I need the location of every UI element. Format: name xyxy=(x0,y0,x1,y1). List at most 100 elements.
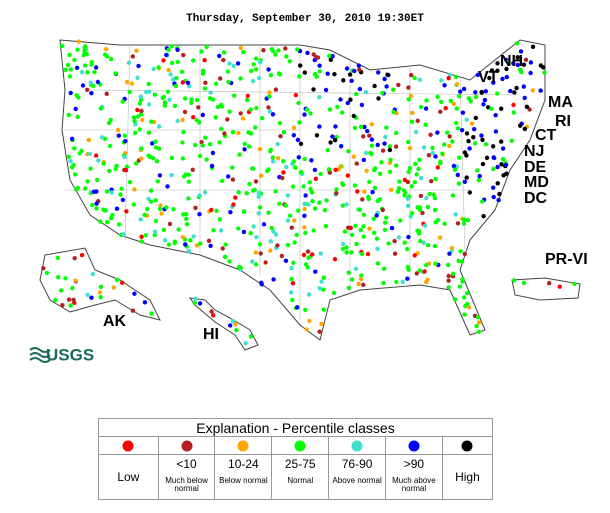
gage-dot xyxy=(522,95,527,101)
gage-dot xyxy=(344,250,349,255)
hawaii-outline xyxy=(188,297,259,351)
gage-dot xyxy=(344,202,349,207)
gage-dot xyxy=(417,268,422,273)
gage-dot xyxy=(266,67,271,72)
gage-dot xyxy=(83,186,88,191)
gage-dot xyxy=(133,161,139,166)
gage-dot xyxy=(241,49,246,55)
gage-dot xyxy=(166,242,172,247)
gage-dot xyxy=(522,126,527,132)
gage-dot xyxy=(459,128,465,133)
gage-dot xyxy=(521,62,527,67)
gage-dot xyxy=(162,103,168,108)
gage-dot xyxy=(391,109,396,115)
gage-dot xyxy=(71,297,76,302)
gage-dot xyxy=(476,320,482,325)
gage-dot xyxy=(290,184,296,189)
gage-dot xyxy=(139,108,144,114)
gage-dot xyxy=(228,210,233,215)
gage-dot xyxy=(118,192,123,197)
gage-dot xyxy=(381,280,386,286)
gage-dot xyxy=(253,125,258,130)
gage-dot xyxy=(407,146,413,151)
gage-dot xyxy=(181,52,186,58)
gage-dot xyxy=(270,155,276,160)
gage-dot xyxy=(270,112,276,117)
gage-dot xyxy=(334,191,339,196)
gage-dot xyxy=(289,276,294,282)
gage-dot xyxy=(67,52,72,58)
gage-dot xyxy=(254,67,259,72)
gage-dot xyxy=(458,89,463,94)
gage-dot xyxy=(330,134,335,139)
gage-dot xyxy=(259,280,264,285)
gage-dot xyxy=(139,146,144,151)
gage-dot xyxy=(406,139,411,145)
gage-dot xyxy=(387,147,393,153)
gage-dot xyxy=(277,201,282,206)
gage-dot xyxy=(342,229,348,234)
gage-dot xyxy=(311,87,316,92)
gage-dot xyxy=(361,157,366,163)
gage-dot xyxy=(479,133,484,138)
gage-dot xyxy=(207,142,213,147)
gage-dot xyxy=(487,75,492,81)
gage-dot xyxy=(156,124,162,129)
gage-dot xyxy=(268,73,274,78)
gage-dot xyxy=(295,47,300,52)
legend-swatch-cell xyxy=(214,436,273,455)
gage-dot xyxy=(357,67,362,72)
gage-dot xyxy=(146,102,152,107)
gage-dot xyxy=(75,114,80,120)
gage-dot xyxy=(251,62,256,67)
gage-dot xyxy=(253,250,258,255)
gage-dot xyxy=(375,261,381,266)
gage-dot xyxy=(461,86,467,92)
gage-dot xyxy=(254,56,259,61)
gage-dot xyxy=(511,278,517,283)
gage-dot xyxy=(85,292,90,298)
gage-dot xyxy=(375,142,380,148)
gage-dot xyxy=(306,202,311,207)
gage-dot xyxy=(324,198,329,203)
gage-dot xyxy=(278,134,283,139)
gage-dot xyxy=(98,219,103,224)
gage-dot xyxy=(298,63,303,68)
legend-label-cell: 25-75 Normal xyxy=(271,454,330,500)
gage-dot xyxy=(515,55,520,60)
gage-dot xyxy=(301,184,306,189)
gage-dot xyxy=(235,61,241,66)
gage-dot xyxy=(349,250,354,255)
usgs-logo: USGS xyxy=(29,345,94,364)
gage-dot xyxy=(68,159,73,164)
gage-dot xyxy=(471,135,476,140)
gage-dot xyxy=(91,83,96,89)
gage-dot xyxy=(439,78,444,83)
gage-dot xyxy=(266,105,271,110)
gage-dot xyxy=(338,97,343,102)
gage-dot xyxy=(153,139,158,144)
gage-dot xyxy=(147,89,152,94)
gage-dot xyxy=(438,159,443,164)
gage-dot xyxy=(429,179,434,184)
legend-swatch-cell xyxy=(98,436,159,455)
gage-dot xyxy=(442,83,447,88)
gage-dot xyxy=(115,128,121,133)
gage-dot xyxy=(413,161,418,167)
gage-dot xyxy=(418,193,424,199)
gage-dot xyxy=(530,88,535,93)
gage-dot xyxy=(254,235,259,240)
gage-dot xyxy=(222,131,227,136)
gage-dot xyxy=(369,137,375,142)
gage-dot xyxy=(406,97,411,102)
gage-dot xyxy=(85,70,90,75)
gage-dot xyxy=(94,206,99,211)
gage-dot xyxy=(380,148,386,153)
gage-dot xyxy=(464,131,470,136)
gage-dot xyxy=(297,120,302,125)
gage-dot xyxy=(317,286,322,291)
gage-dot xyxy=(248,231,253,236)
gage-dot xyxy=(130,54,135,59)
gage-dot xyxy=(148,199,154,204)
gage-dot xyxy=(180,235,186,240)
